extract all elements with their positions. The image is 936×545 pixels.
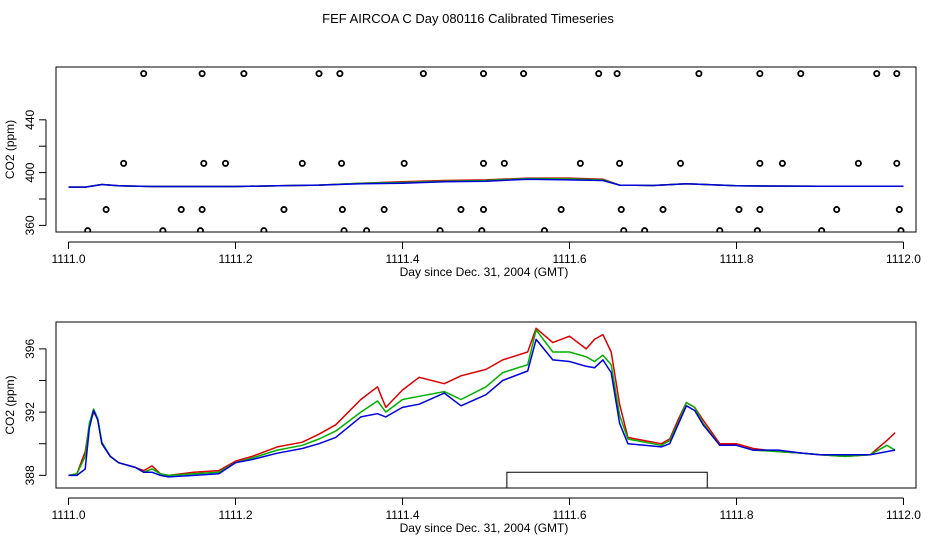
outlier-point <box>221 159 229 167</box>
outlier-point <box>457 206 465 214</box>
outlier-point <box>198 70 206 78</box>
outlier-point <box>478 227 486 232</box>
outlier-point <box>818 227 826 232</box>
plot-frame <box>55 66 917 233</box>
outlier-point <box>893 70 901 78</box>
outlier-point <box>84 227 92 232</box>
outlier-point <box>338 159 346 167</box>
x-tick-label: 1111.2 <box>218 508 252 522</box>
series-line-blue <box>68 338 896 478</box>
bottom-panel: 1111.0 1111.2 1111.4 1111.6 1111.8 1112.0 Day … <box>3 321 921 535</box>
outlier-point <box>753 227 761 232</box>
outlier-point <box>540 227 548 232</box>
outlier-point <box>200 159 208 167</box>
outlier-point <box>595 70 603 78</box>
outlier-point <box>298 159 306 167</box>
outlier-point <box>756 206 764 214</box>
outlier-point <box>641 227 649 232</box>
y-tick-label: 400 <box>23 162 37 182</box>
outlier-point <box>756 159 764 167</box>
outlier-point <box>557 206 565 214</box>
plot-frame <box>55 321 917 489</box>
x-tick-label: 1111.4 <box>385 252 419 266</box>
outlier-point <box>778 159 786 167</box>
x-tick-label: 1111.6 <box>552 252 586 266</box>
outlier-point <box>479 159 487 167</box>
outlier-point <box>363 227 371 232</box>
outlier-point <box>159 227 167 232</box>
outlier-point <box>735 206 743 214</box>
x-tick-label: 1112.0 <box>886 508 921 522</box>
outlier-point <box>677 159 685 167</box>
outlier-point <box>854 159 862 167</box>
x-tick-label: 1111.4 <box>385 508 419 522</box>
x-tick-label: 1111.8 <box>719 508 753 522</box>
x-tick-label: 1111.6 <box>552 508 586 522</box>
outlier-point <box>895 206 903 214</box>
outlier-point <box>833 206 841 214</box>
outlier-point <box>797 70 805 78</box>
outlier-point <box>198 206 206 214</box>
y-tick-label: 440 <box>23 109 37 129</box>
outlier-point <box>380 206 388 214</box>
outlier-point <box>897 227 905 232</box>
outlier-point <box>140 70 148 78</box>
outlier-point <box>893 159 901 167</box>
outlier-point <box>102 206 110 214</box>
outlier-point <box>315 70 323 78</box>
y-axis-label: CO2 (ppm) <box>3 375 17 434</box>
outlier-point <box>873 70 881 78</box>
outlier-point <box>338 206 346 214</box>
x-axis-label: Day since Dec. 31, 2004 (GMT) <box>400 521 569 535</box>
series-group <box>68 70 905 232</box>
series-group <box>68 327 896 478</box>
series-line-green <box>68 329 896 477</box>
x-tick-label: 1111.8 <box>719 252 753 266</box>
outlier-point <box>419 70 427 78</box>
time-window-bracket <box>506 471 708 488</box>
x-tick-label: 1111.0 <box>52 508 86 522</box>
outlier-point <box>620 227 628 232</box>
outlier-point <box>576 159 584 167</box>
outlier-point <box>120 159 128 167</box>
y-tick-label: 396 <box>23 339 37 359</box>
outlier-point <box>196 227 204 232</box>
outlier-point <box>616 159 624 167</box>
x-tick-label: 1112.0 <box>886 252 921 266</box>
outlier-point <box>436 227 444 232</box>
y-tick-label: 392 <box>23 402 37 422</box>
outlier-point <box>617 206 625 214</box>
x-axis-label: Day since Dec. 31, 2004 (GMT) <box>400 265 569 279</box>
outlier-point <box>260 227 268 232</box>
outlier-point <box>479 206 487 214</box>
outlier-point <box>756 70 764 78</box>
outlier-point <box>659 206 667 214</box>
series-line-blue <box>68 178 904 188</box>
outlier-point <box>280 206 288 214</box>
outlier-point <box>500 159 508 167</box>
outlier-point <box>240 70 248 78</box>
y-tick-label: 360 <box>23 215 37 235</box>
outlier-point <box>340 227 348 232</box>
outlier-point <box>400 159 408 167</box>
chart-title: FEF AIRCOA C Day 080116 Calibrated Times… <box>322 11 614 26</box>
series-line-red <box>68 327 896 477</box>
top-panel: 1111.0 1111.2 1111.4 1111.6 1111.8 1112.0 Day … <box>3 66 921 279</box>
outlier-point <box>177 206 185 214</box>
outlier-point <box>716 227 724 232</box>
x-tick-label: 1111.2 <box>218 252 252 266</box>
x-tick-label: 1111.0 <box>52 252 86 266</box>
y-axis-label: CO2 (ppm) <box>3 120 17 179</box>
outlier-point <box>695 70 703 78</box>
outlier-point <box>479 70 487 78</box>
outlier-point <box>613 70 621 78</box>
outlier-point <box>520 70 528 78</box>
y-tick-label: 388 <box>23 465 37 485</box>
outlier-point <box>336 70 344 78</box>
